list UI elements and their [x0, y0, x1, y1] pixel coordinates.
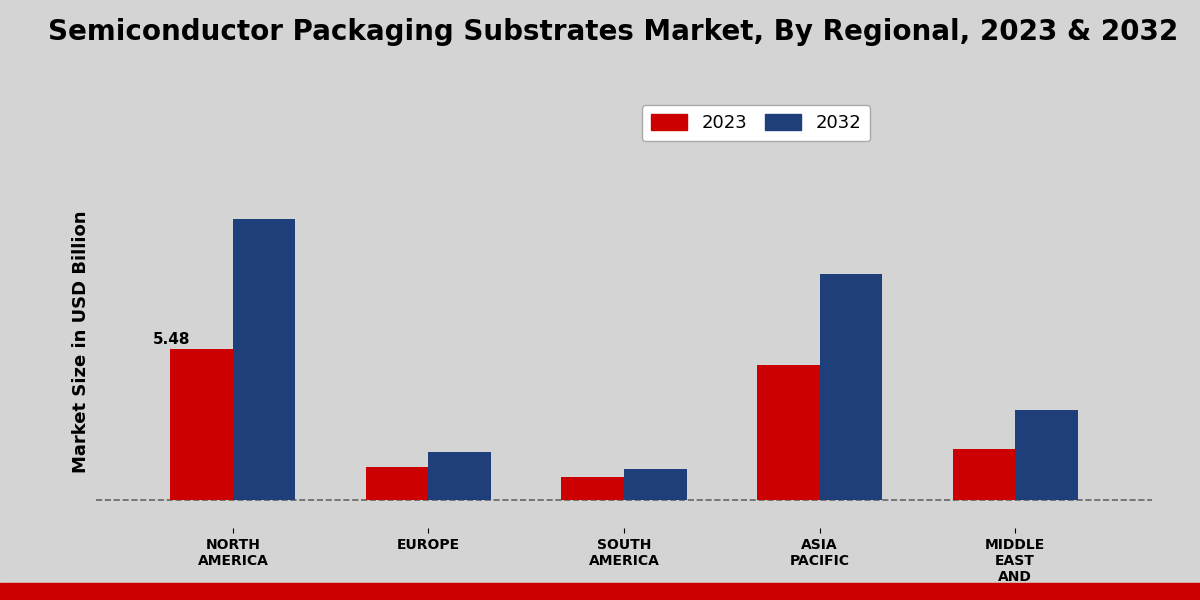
- Legend: 2023, 2032: 2023, 2032: [642, 105, 870, 142]
- Bar: [233, 220, 295, 500]
- Bar: [366, 467, 428, 500]
- Text: 5.48: 5.48: [152, 332, 190, 347]
- Bar: [170, 349, 233, 500]
- Text: Semiconductor Packaging Substrates Market, By Regional, 2023 & 2032: Semiconductor Packaging Substrates Marke…: [48, 18, 1178, 46]
- Bar: [1015, 410, 1078, 500]
- Bar: [757, 365, 820, 500]
- Bar: [624, 469, 686, 500]
- Bar: [428, 452, 491, 500]
- Bar: [820, 274, 882, 500]
- Bar: [953, 449, 1015, 500]
- Y-axis label: Market Size in USD Billion: Market Size in USD Billion: [72, 211, 90, 473]
- Bar: [562, 477, 624, 500]
